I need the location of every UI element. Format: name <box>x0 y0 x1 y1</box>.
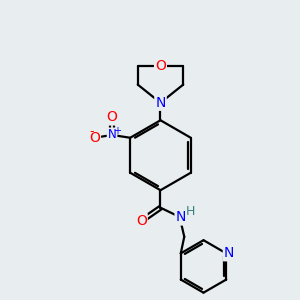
Text: +: + <box>113 126 121 136</box>
Text: -: - <box>89 125 94 138</box>
Text: O: O <box>155 59 166 74</box>
Text: N: N <box>224 246 234 260</box>
Text: O: O <box>136 214 147 228</box>
Text: N: N <box>108 128 116 142</box>
Text: N: N <box>176 211 186 224</box>
Text: H: H <box>186 205 195 218</box>
Text: O: O <box>89 131 100 145</box>
Text: N: N <box>155 96 166 110</box>
Text: O: O <box>106 110 118 124</box>
